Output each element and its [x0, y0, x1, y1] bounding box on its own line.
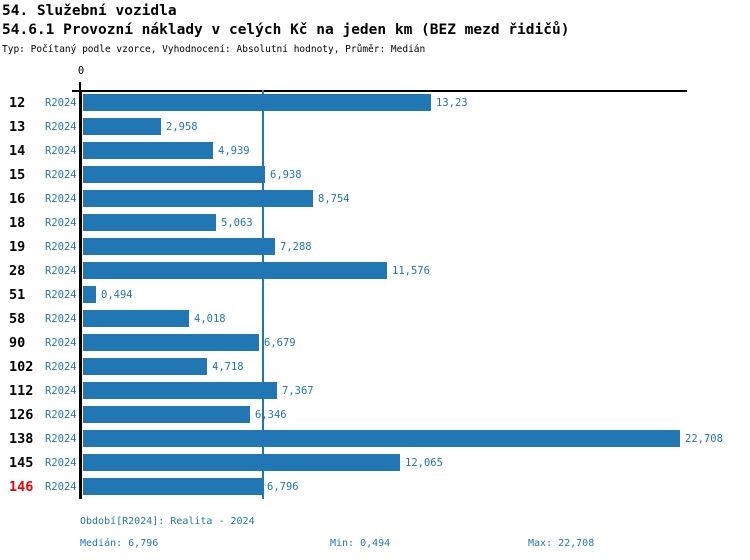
bar-value-label: 2,958 — [166, 121, 198, 133]
bar-value-label: 11,576 — [392, 265, 430, 277]
meta-line: Typ: Počítaný podle vzorce, Vyhodnocení:… — [2, 44, 426, 55]
bar — [83, 310, 189, 327]
row-category-label: 15 — [9, 167, 26, 183]
row-category-label: 12 — [9, 95, 26, 111]
row-series-label: R2024 — [45, 409, 77, 421]
row-category-label: 13 — [9, 119, 26, 135]
bar-value-label: 6,796 — [267, 481, 299, 493]
footer-min: Min: 0,494 — [330, 538, 391, 549]
row-series-label: R2024 — [45, 457, 77, 469]
bar-value-label: 5,063 — [221, 217, 253, 229]
row-category-label: 146 — [9, 479, 34, 495]
bar-value-label: 7,288 — [280, 241, 312, 253]
bar-value-label: 0,494 — [101, 289, 133, 301]
row-series-label: R2024 — [45, 361, 77, 373]
row-category-label: 16 — [9, 191, 26, 207]
row-category-label: 112 — [9, 383, 34, 399]
row-series-label: R2024 — [45, 385, 77, 397]
row-series-label: R2024 — [45, 97, 77, 109]
bar-value-label: 6,679 — [264, 337, 296, 349]
bar — [83, 142, 213, 159]
bar — [83, 430, 680, 447]
bar-value-label: 4,718 — [212, 361, 244, 373]
bar-value-label: 12,065 — [405, 457, 443, 469]
bar — [83, 406, 250, 423]
x-axis-line — [72, 90, 687, 92]
row-series-label: R2024 — [45, 289, 77, 301]
x-axis-zero-tick — [79, 82, 81, 90]
row-series-label: R2024 — [45, 313, 77, 325]
bar — [83, 454, 400, 471]
bar — [83, 358, 207, 375]
bar — [83, 382, 277, 399]
bar-value-label: 8,754 — [318, 193, 350, 205]
page-subtitle: 54.6.1 Provozní náklady v celých Kč na j… — [2, 22, 570, 38]
row-category-label: 19 — [9, 239, 26, 255]
row-category-label: 138 — [9, 431, 34, 447]
median-reference-line — [262, 90, 264, 499]
row-series-label: R2024 — [45, 217, 77, 229]
row-category-label: 18 — [9, 215, 26, 231]
bar-value-label: 4,939 — [218, 145, 250, 157]
page-title: 54. Služební vozidla — [2, 3, 177, 19]
row-category-label: 51 — [9, 287, 26, 303]
row-series-label: R2024 — [45, 265, 77, 277]
row-category-label: 28 — [9, 263, 26, 279]
bar — [83, 334, 259, 351]
row-series-label: R2024 — [45, 193, 77, 205]
bar — [83, 94, 431, 111]
row-series-label: R2024 — [45, 433, 77, 445]
row-category-label: 126 — [9, 407, 34, 423]
y-axis-line — [79, 90, 82, 499]
bar — [83, 238, 275, 255]
bar-value-label: 4,018 — [194, 313, 226, 325]
bar — [83, 214, 216, 231]
bar — [83, 478, 262, 495]
bar-value-label: 22,708 — [685, 433, 723, 445]
bar — [83, 286, 96, 303]
row-series-label: R2024 — [45, 145, 77, 157]
footer-period: Období[R2024]: Realita - 2024 — [80, 516, 255, 527]
bar — [83, 262, 387, 279]
row-category-label: 145 — [9, 455, 34, 471]
row-series-label: R2024 — [45, 121, 77, 133]
bar-value-label: 13,23 — [436, 97, 468, 109]
row-category-label: 58 — [9, 311, 26, 327]
bar — [83, 166, 265, 183]
x-axis-zero-label: 0 — [77, 65, 85, 77]
row-category-label: 90 — [9, 335, 26, 351]
footer-max: Max: 22,708 — [528, 538, 595, 549]
bar-value-label: 7,367 — [282, 385, 314, 397]
row-series-label: R2024 — [45, 337, 77, 349]
row-series-label: R2024 — [45, 169, 77, 181]
row-series-label: R2024 — [45, 481, 77, 493]
footer-median: Medián: 6,796 — [80, 538, 159, 549]
row-category-label: 102 — [9, 359, 34, 375]
row-series-label: R2024 — [45, 241, 77, 253]
bar-value-label: 6,346 — [255, 409, 287, 421]
bar — [83, 190, 313, 207]
row-category-label: 14 — [9, 143, 26, 159]
bar — [83, 118, 161, 135]
bar-value-label: 6,938 — [270, 169, 302, 181]
